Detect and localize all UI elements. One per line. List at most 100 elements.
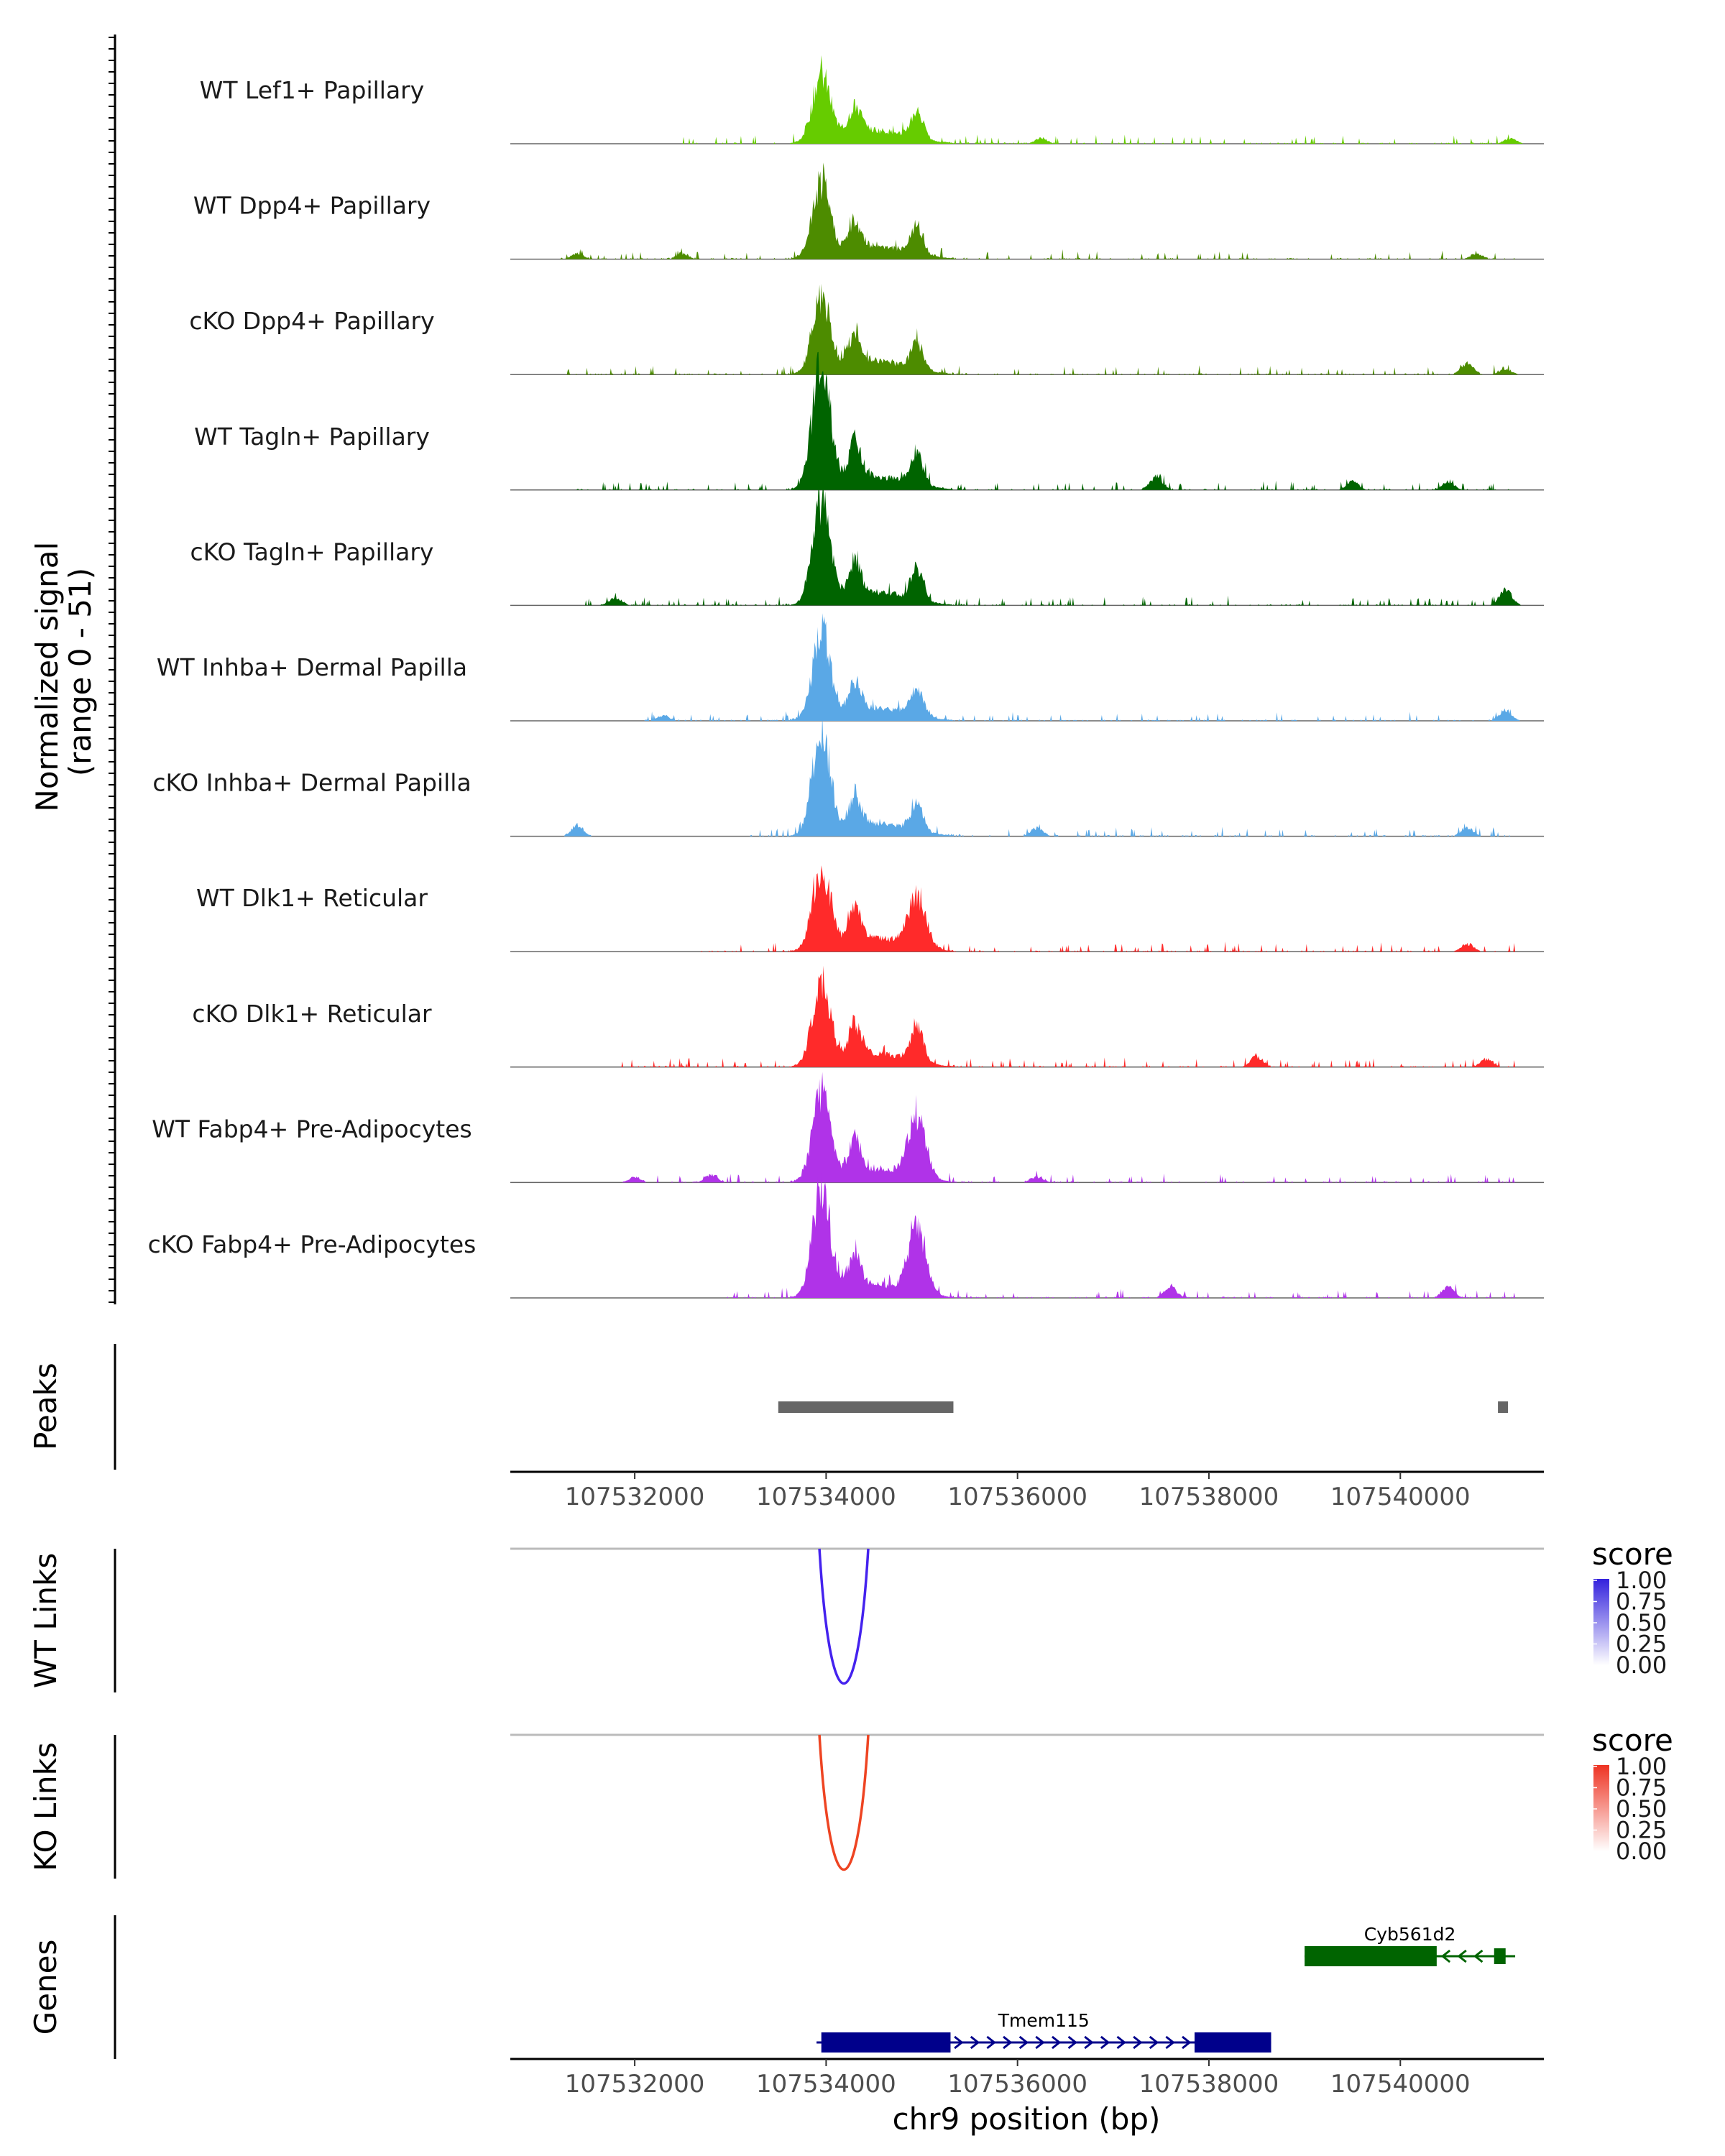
genes-track-label: Genes: [28, 1940, 63, 2035]
x-axis-bottom: 107532000 107534000 107536000 107538000 1075…: [510, 2058, 1544, 2137]
x-axis-tick-label: 107532000: [565, 1483, 705, 1511]
gene-name-label: Cyb561d2: [1364, 1924, 1456, 1945]
coverage-area: [510, 1171, 1544, 1298]
coverage-track-label: WT Fabp4+ Pre-Adipocytes: [152, 1115, 472, 1143]
legend-tick-label: 0.00: [1616, 1651, 1667, 1679]
legend-tick-label: 0.75: [1616, 1588, 1667, 1616]
legend-tick-label: 1.00: [1616, 1567, 1667, 1594]
x-axis-bottom-ticks: 107532000 107534000 107536000 107538000 1075…: [565, 2059, 1471, 2099]
gene-exon: [821, 2032, 951, 2053]
legend-title: score: [1592, 1723, 1673, 1758]
coverage-panel: WT Lef1+ Papillary WT Dpp4+ Papillary cKO …: [29, 34, 1544, 1304]
strand-chevron: [1100, 2035, 1110, 2050]
gene-models: Cyb561d2 Tmem115: [816, 1924, 1516, 2053]
coverage-track-label: WT Lef1+ Papillary: [200, 76, 425, 104]
strand-chevron: [1457, 1949, 1467, 1963]
x-axis-tick-label: 107540000: [1330, 2070, 1471, 2099]
coverage-track-label: WT Tagln+ Papillary: [194, 423, 430, 451]
coverage-track: cKO Dpp4+ Papillary: [189, 283, 1544, 375]
strand-chevron: [1165, 2035, 1175, 2050]
coverage-track-label: cKO Dpp4+ Papillary: [189, 307, 434, 335]
strand-chevron: [1035, 2035, 1045, 2050]
legend-tick-label: 0.25: [1616, 1817, 1667, 1844]
x-axis-title: chr9 position (bp): [893, 2101, 1161, 2137]
link-track-label: WT Links: [28, 1553, 63, 1688]
coverage-track: cKO Fabp4+ Pre-Adipocytes: [148, 1171, 1544, 1299]
coverage-area: [510, 1072, 1544, 1183]
coverage-area: [510, 965, 1544, 1067]
coverage-track: WT Dpp4+ Papillary: [193, 162, 1544, 260]
strand-chevron: [1067, 2035, 1077, 2050]
coverage-track: WT Lef1+ Papillary: [200, 55, 1544, 144]
x-axis-tick-label: 107536000: [947, 2070, 1087, 2099]
coverage-area: [510, 351, 1544, 490]
coverage-track-label: WT Dlk1+ Reticular: [196, 884, 428, 912]
coverage-track-label: WT Dpp4+ Papillary: [193, 192, 431, 220]
strand-chevron: [1116, 2035, 1126, 2050]
x-axis-tick-label: 107534000: [756, 2070, 896, 2099]
x-axis-tick-label: 107538000: [1139, 2070, 1279, 2099]
x-axis-middle-ticks: 107532000 107534000 107536000 107538000 1075…: [565, 1472, 1471, 1511]
gene-exon: [1305, 1946, 1437, 1966]
link-arc: [818, 1734, 870, 1871]
x-axis-tick-label: 107538000: [1139, 1483, 1279, 1511]
coverage-track: cKO Inhba+ Dermal Papilla: [152, 714, 1544, 837]
coverage-track: WT Tagln+ Papillary: [194, 351, 1544, 491]
coverage-track-label: WT Inhba+ Dermal Papilla: [157, 653, 467, 681]
coverage-track: cKO Dlk1+ Reticular: [192, 965, 1544, 1068]
legend-title: score: [1592, 1537, 1673, 1572]
link-track-label: KO Links: [28, 1742, 63, 1871]
x-axis-tick-label: 107536000: [947, 1483, 1087, 1511]
coverage-track: cKO Tagln+ Papillary: [190, 481, 1544, 607]
coverage-area: [510, 865, 1544, 952]
strand-chevron: [1149, 2035, 1159, 2050]
legend-tick-label: 1.00: [1616, 1753, 1667, 1780]
coverage-area: [510, 481, 1544, 606]
coverage-track: WT Inhba+ Dermal Papilla: [157, 613, 1544, 722]
coverage-track: WT Dlk1+ Reticular: [196, 865, 1544, 952]
x-axis-tick-label: 107534000: [756, 1483, 896, 1511]
peak-interval: [1498, 1401, 1509, 1413]
legend-tick-label: 0.75: [1616, 1774, 1667, 1802]
gene-model: Tmem115: [816, 2010, 1271, 2053]
strand-chevron: [1003, 2035, 1013, 2050]
strand-chevron: [986, 2035, 996, 2050]
x-axis-tick-label: 107532000: [565, 2070, 705, 2099]
coverage-y-axis-ticks: [109, 37, 115, 1303]
peaks-panel: Peaks: [28, 1344, 1509, 1470]
legend-tick-label: 0.00: [1616, 1838, 1667, 1865]
coverage-track-label: cKO Dlk1+ Reticular: [192, 1000, 432, 1028]
gene-name-label: Tmem115: [998, 2010, 1090, 2031]
strand-chevron: [1084, 2035, 1094, 2050]
gene-exon: [1195, 2032, 1271, 2053]
strand-chevron: [1440, 1949, 1451, 1963]
strand-chevron: [970, 2035, 980, 2050]
strand-chevron: [954, 2035, 964, 2050]
strand-chevron: [1052, 2035, 1062, 2050]
peak-interval: [778, 1401, 954, 1413]
coverage-area: [510, 162, 1544, 259]
gene-exon: [1494, 1948, 1506, 1964]
x-axis-middle: 107532000 107534000 107536000 107538000 1075…: [510, 1470, 1544, 1511]
coverage-y-axis-title: Normalized signal (range 0 - 51): [29, 532, 98, 811]
strand-chevron: [1473, 1949, 1484, 1963]
legend-tick-label: 0.25: [1616, 1631, 1667, 1658]
coverage-area: [510, 283, 1544, 375]
genes-panel: Genes Cyb561d2 Tmem115: [28, 1915, 1516, 2059]
strand-chevron: [1182, 2035, 1192, 2050]
legend-colorbar: [1593, 1765, 1609, 1851]
peaks-track-label: Peaks: [28, 1363, 63, 1450]
coverage-track-label: cKO Fabp4+ Pre-Adipocytes: [148, 1230, 477, 1258]
legend-tick-label: 0.50: [1616, 1609, 1667, 1636]
coverage-tracks: WT Lef1+ Papillary WT Dpp4+ Papillary cKO …: [148, 55, 1544, 1299]
legend-colorbar: [1593, 1579, 1609, 1665]
peak-intervals: [778, 1401, 1509, 1413]
coverage-area: [510, 55, 1544, 144]
coverage-area: [510, 613, 1544, 721]
link-arc: [818, 1548, 870, 1685]
coverage-track-label: cKO Inhba+ Dermal Papilla: [152, 769, 471, 797]
x-axis-tick-label: 107540000: [1330, 1483, 1471, 1511]
